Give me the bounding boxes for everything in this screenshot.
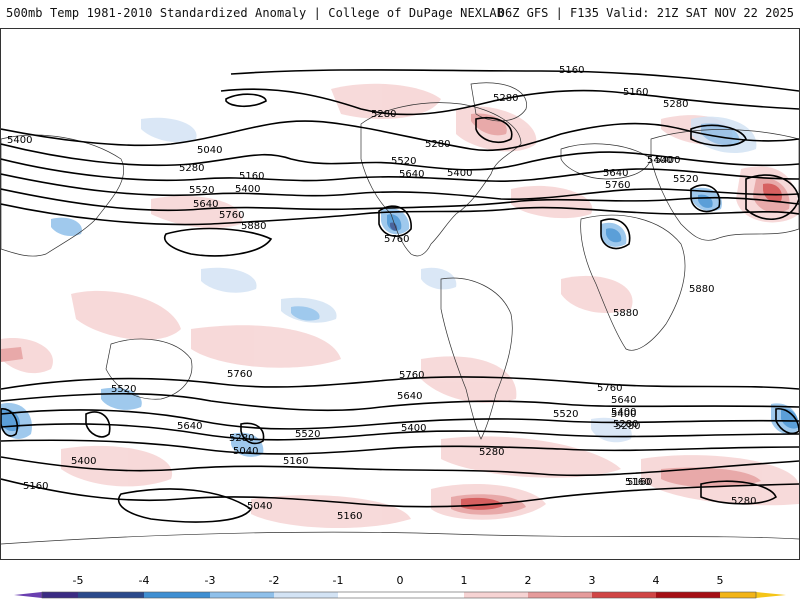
contour-label: 5760 bbox=[227, 369, 252, 380]
contour-label: 5280 bbox=[179, 163, 204, 174]
colorbar-bin bbox=[528, 592, 592, 598]
height-contours bbox=[1, 69, 799, 523]
contour-label: 5520 bbox=[673, 174, 698, 185]
colorbar-tick-label: 2 bbox=[525, 574, 532, 587]
colorbar-end-right bbox=[756, 592, 786, 598]
colorbar-bin bbox=[338, 592, 400, 598]
contour-label: 5400 bbox=[611, 409, 636, 420]
contour-label: 5640 bbox=[399, 169, 424, 180]
colorbar-bin bbox=[656, 592, 720, 598]
colorbar-bin bbox=[144, 592, 210, 598]
colorbar-bin bbox=[464, 592, 528, 598]
colorbar-bin bbox=[42, 592, 78, 598]
colorbar-tick-label: -4 bbox=[139, 574, 150, 587]
contour-label: 5160 bbox=[239, 171, 264, 182]
contour-label: 5160 bbox=[283, 456, 308, 467]
colorbar-tick-label: -3 bbox=[205, 574, 216, 587]
contour-label: 5280 bbox=[663, 99, 688, 110]
contour-label: 5520 bbox=[391, 156, 416, 167]
colorbar-bin bbox=[592, 592, 656, 598]
colorbar-bin bbox=[78, 592, 144, 598]
contour-label: 5160 bbox=[559, 65, 584, 76]
contour-label: 5520 bbox=[553, 409, 578, 420]
contour-label: 5640 bbox=[177, 421, 202, 432]
contour-label: 5400 bbox=[235, 184, 260, 195]
colorbar-tick-label: -5 bbox=[73, 574, 84, 587]
europe-outline bbox=[560, 143, 652, 180]
contour-label: 5280 bbox=[615, 421, 640, 432]
contour-label: 5160 bbox=[623, 87, 648, 98]
colorbar-ticks: -5 -4 -3 -2 -1 0 1 2 3 4 5 bbox=[73, 574, 724, 587]
contour-label: 5760 bbox=[219, 210, 244, 221]
colorbar-bin bbox=[400, 592, 464, 598]
contour-label: 5400 bbox=[655, 155, 680, 166]
contour-label: 5640 bbox=[611, 395, 636, 406]
contour-label: 5160 bbox=[625, 477, 650, 488]
africa-outline bbox=[580, 214, 686, 351]
colorbar-tick-label: -1 bbox=[333, 574, 344, 587]
contour-label: 5760 bbox=[384, 234, 409, 245]
contour-label: 5280 bbox=[731, 496, 756, 507]
contour-label: 5880 bbox=[689, 284, 714, 295]
contour-label: 5640 bbox=[603, 168, 628, 179]
contour-label: 5280 bbox=[229, 433, 254, 444]
contour-label: 5280 bbox=[479, 447, 504, 458]
colorbar-end-left bbox=[14, 592, 42, 598]
contour-label: 5040 bbox=[247, 501, 272, 512]
contour-label: 5400 bbox=[7, 135, 32, 146]
contour-label: 5160 bbox=[627, 477, 652, 488]
contour-label: 5880 bbox=[613, 308, 638, 319]
south-america-outline bbox=[440, 277, 513, 440]
colorbar-tick-label: 5 bbox=[717, 574, 724, 587]
colorbar: -5 -4 -3 -2 -1 0 1 2 3 4 5 bbox=[0, 570, 800, 600]
australia-outline bbox=[105, 338, 193, 400]
colorbar-outline bbox=[41, 591, 757, 599]
contour-label: 5520 bbox=[189, 185, 214, 196]
contour-label: 5760 bbox=[399, 370, 424, 381]
greenland-outline bbox=[470, 82, 527, 122]
contour-label: 5400 bbox=[647, 155, 672, 166]
contour-label: 5160 bbox=[23, 481, 48, 492]
contour-label: 5280 bbox=[613, 419, 638, 430]
asia-outline bbox=[650, 129, 799, 241]
contour-label: 5400 bbox=[71, 456, 96, 467]
asia-west-outline bbox=[1, 134, 124, 257]
contour-label: 5280 bbox=[493, 93, 518, 104]
colorbar-bin bbox=[210, 592, 274, 598]
contour-label: 5040 bbox=[197, 145, 222, 156]
contour-label: 5160 bbox=[337, 511, 362, 522]
header-bar: 500mb Temp 1981-2010 Standardized Anomal… bbox=[0, 0, 800, 28]
map-title: 500mb Temp 1981-2010 Standardized Anomal… bbox=[6, 6, 505, 20]
contour-label: 5640 bbox=[193, 199, 218, 210]
contour-label: 5640 bbox=[397, 391, 422, 402]
contour-label: 5760 bbox=[605, 180, 630, 191]
colorbar-tick-label: -2 bbox=[269, 574, 280, 587]
map-panel[interactable]: 5160 5280 5160 5280 5400 5040 5280 5160 … bbox=[0, 28, 800, 560]
map-svg: 5160 5280 5160 5280 5400 5040 5280 5160 … bbox=[1, 65, 799, 545]
colorbar-tick-label: 4 bbox=[653, 574, 660, 587]
colorbar-tick-label: 1 bbox=[461, 574, 468, 587]
contour-label: 5520 bbox=[295, 429, 320, 440]
contour-label: 5400 bbox=[447, 168, 472, 179]
colorbar-bin bbox=[274, 592, 338, 598]
contour-label: 5040 bbox=[233, 446, 258, 457]
warm-anomaly-shading bbox=[1, 83, 799, 529]
contour-label: 5400 bbox=[611, 407, 636, 418]
contour-label: 5520 bbox=[111, 384, 136, 395]
antarctica-outline bbox=[1, 531, 799, 545]
colorbar-svg: -5 -4 -3 -2 -1 0 1 2 3 4 5 bbox=[14, 574, 786, 599]
colorbar-bin bbox=[720, 592, 756, 598]
contour-label: 5400 bbox=[401, 423, 426, 434]
contour-label: 5280 bbox=[371, 109, 396, 120]
colorbar-tick-label: 0 bbox=[397, 574, 404, 587]
run-info: 06Z GFS | F135 Valid: 21Z SAT NOV 22 202… bbox=[497, 6, 794, 20]
contour-labels: 5160 5280 5160 5280 5400 5040 5280 5160 … bbox=[7, 65, 756, 522]
contour-label: 5280 bbox=[425, 139, 450, 150]
contour-label: 5760 bbox=[597, 383, 622, 394]
contour-label: 5880 bbox=[241, 221, 266, 232]
colorbar-tick-label: 3 bbox=[589, 574, 596, 587]
